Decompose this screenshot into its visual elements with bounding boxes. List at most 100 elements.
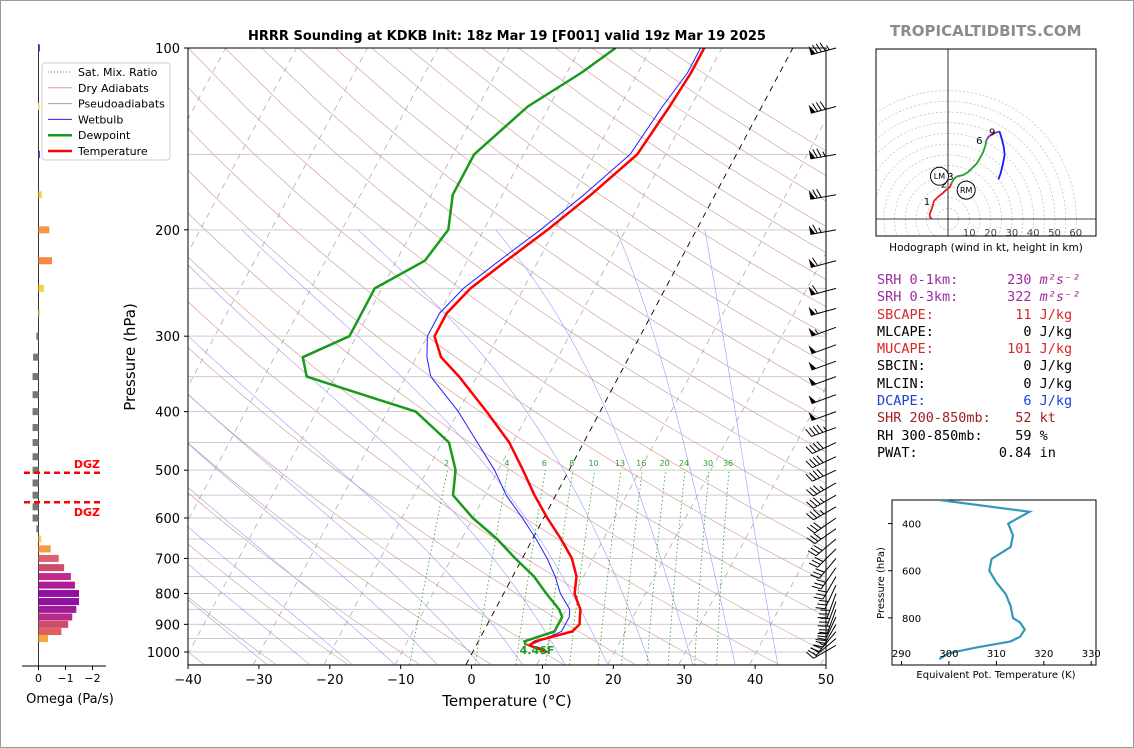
wind-barb-full	[816, 441, 824, 449]
wind-barb	[806, 528, 837, 545]
hodograph-height-label: 6	[976, 136, 982, 147]
wind-barb-half	[819, 642, 825, 646]
legend-label: Wetbulb	[78, 113, 123, 126]
theta-e-x-tick-label: 330	[1082, 649, 1101, 660]
omega-panel: DGZ DGZ 0 −1 −2 Omega (Pa/s)	[22, 44, 114, 707]
theta-e-x-axis-title: Equivalent Pot. Temperature (K)	[916, 670, 1075, 681]
wind-barb-staff	[818, 558, 837, 579]
skewt-plot-area: 2 4 6 8 10 13 16 20 24 30 36	[188, 48, 826, 665]
wind-barb-full	[815, 641, 826, 644]
wind-barb-full	[813, 596, 824, 600]
index-label: PWAT:	[877, 444, 918, 461]
omega-bar	[38, 150, 40, 158]
omega-bar	[38, 581, 75, 589]
moist-adiabat	[188, 563, 311, 665]
dry-adiabat	[224, 48, 826, 484]
hodograph-ring-label: 10	[963, 228, 976, 239]
skewt-axes-frame	[187, 47, 827, 666]
omega-bar	[37, 103, 40, 111]
index-row: SBCIN: 0 J/kg	[877, 358, 1080, 375]
wind-barb-flag	[808, 258, 816, 268]
index-value: 322	[1007, 289, 1032, 306]
hodograph-height-label: 1	[924, 197, 930, 208]
legend-label: Pseudoadiabats	[78, 98, 165, 111]
index-row: MLCAPE: 0 J/kg	[877, 324, 1080, 341]
hodograph-segment	[928, 183, 953, 220]
moist-adiabat	[188, 599, 268, 665]
wind-barb-full	[810, 547, 820, 554]
dry-adiabat	[188, 86, 826, 549]
omega-axis-title: Omega (Pa/s)	[26, 692, 114, 707]
dry-adiabat	[188, 442, 493, 665]
wind-barb-full	[815, 638, 826, 642]
omega-x-tick-label: −1	[57, 672, 73, 685]
wind-barb-staff	[813, 482, 837, 497]
wind-barb-full	[815, 593, 826, 597]
dry-adiabat	[188, 127, 826, 583]
wind-barb-full	[805, 428, 812, 437]
hodograph-panel: 123 69 LM RM 10 20 30 40 50 60 Hodograph (wind in …	[875, 48, 1097, 254]
omega-bar	[38, 309, 40, 317]
wind-barb-full	[815, 568, 825, 573]
wind-barb	[806, 494, 837, 509]
omega-bar	[38, 635, 48, 643]
theta-e-y-tick-label: 600	[902, 567, 921, 578]
index-row: SBCAPE: 11 J/kg	[877, 307, 1080, 324]
wind-barb-half	[814, 308, 819, 314]
wind-barb-full	[814, 556, 824, 563]
theta-e-x-tick-label: 310	[987, 649, 1006, 660]
omega-bar	[38, 257, 52, 265]
index-unit: m²s⁻²	[1031, 272, 1081, 288]
index-spacer	[934, 324, 1023, 340]
y-tick-label: 300	[155, 330, 180, 345]
omega-bar	[38, 573, 71, 581]
index-row: SHR 200-850mb: 52 kt	[877, 410, 1080, 427]
wind-barb-full	[812, 509, 821, 517]
omega-x-tick-label: 0	[35, 672, 42, 685]
wind-barb-full	[812, 485, 821, 493]
wind-barb-full	[819, 101, 826, 110]
omega-bar	[38, 564, 65, 572]
wind-barb-full	[809, 472, 817, 480]
hodograph-ring-label: 60	[1069, 228, 1082, 239]
mixing-ratio-line	[716, 470, 730, 665]
wind-barb-full	[815, 607, 826, 610]
chart-title: HRRR Sounding at KDKB Init: 18z Mar 19 […	[248, 29, 766, 44]
index-label: SRH 0-1km:	[877, 272, 959, 288]
storm-motion-marker	[929, 166, 949, 186]
index-value: 11	[1015, 306, 1032, 323]
wind-barb	[808, 548, 837, 568]
legend-label: Dry Adiabats	[78, 82, 149, 95]
dry-adiabat	[188, 301, 708, 665]
mixing-ratio-label: 13	[615, 459, 625, 468]
index-value: 0	[1023, 323, 1032, 340]
omega-bar	[38, 44, 40, 52]
wind-barb-flag	[808, 286, 816, 296]
omega-bar	[33, 353, 39, 361]
theta-e-x-tick-label: 300	[939, 649, 958, 660]
theta-e-profile	[938, 500, 1034, 661]
mixing-ratio-label: 8	[569, 459, 574, 468]
y-tick-label: 700	[155, 552, 180, 567]
index-spacer	[926, 393, 1024, 409]
wind-barb	[807, 538, 837, 557]
index-spacer	[958, 272, 1007, 288]
index-spacer	[991, 410, 1015, 426]
omega-bar	[38, 545, 51, 553]
x-tick-label: −20	[316, 673, 343, 688]
wind-barb-full	[809, 499, 818, 507]
storm-motion-label: RM	[960, 186, 973, 195]
mixing-ratio-line	[515, 470, 546, 665]
dry-adiabat	[444, 48, 826, 308]
dry-adiabat	[188, 256, 780, 665]
wind-barb-staff	[814, 528, 837, 545]
wind-barb-half	[818, 227, 822, 233]
moist-adiabat	[188, 443, 438, 665]
brand-watermark: TROPICALTIDBITS.COM	[890, 22, 1082, 40]
index-unit: J/kg	[1031, 323, 1073, 340]
mixing-ratio-line	[621, 470, 643, 665]
wind-barb-full	[811, 559, 821, 565]
theta-e-x-tick-label: 290	[892, 649, 911, 660]
wind-barb-full	[814, 582, 824, 587]
